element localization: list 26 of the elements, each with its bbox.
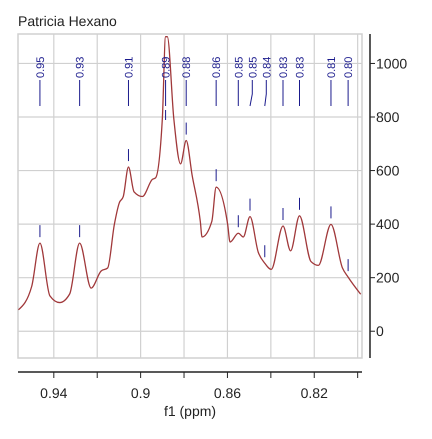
- annotation: 0.85: [247, 56, 260, 78]
- x-tick-label: 0.9: [130, 385, 151, 401]
- y-tick-label: 200: [376, 270, 400, 286]
- annotation: 0.83: [278, 56, 290, 78]
- line-series: [18, 36, 362, 310]
- annotation: 0.88: [181, 56, 194, 78]
- annotation: 0.91: [123, 56, 136, 78]
- y-tick-label: 1000: [376, 55, 408, 72]
- annotation: 0.84: [261, 56, 274, 78]
- chart-title: Patricia Hexano: [18, 13, 118, 29]
- x-axis-title: f1 (ppm): [164, 403, 216, 419]
- y-tick-label: 800: [376, 109, 400, 126]
- x-tick-label: 0.82: [300, 385, 328, 401]
- y-tick-label: 600: [376, 162, 400, 179]
- annotation: 0.93: [74, 56, 87, 78]
- annotation: 0.86: [211, 56, 224, 78]
- annotation: 0.85: [233, 56, 246, 78]
- annotation: 0.83: [294, 56, 306, 78]
- annotation: 0.80: [343, 56, 356, 78]
- x-tick-label: 0.86: [214, 385, 242, 401]
- annotation: 0.81: [326, 56, 338, 78]
- x-tick-label: 0.94: [40, 385, 68, 401]
- annotation: 0.89: [160, 56, 173, 78]
- y-tick-label: 400: [376, 216, 400, 232]
- y-tick-label: 0: [376, 323, 384, 340]
- annotation: 0.95: [34, 56, 47, 78]
